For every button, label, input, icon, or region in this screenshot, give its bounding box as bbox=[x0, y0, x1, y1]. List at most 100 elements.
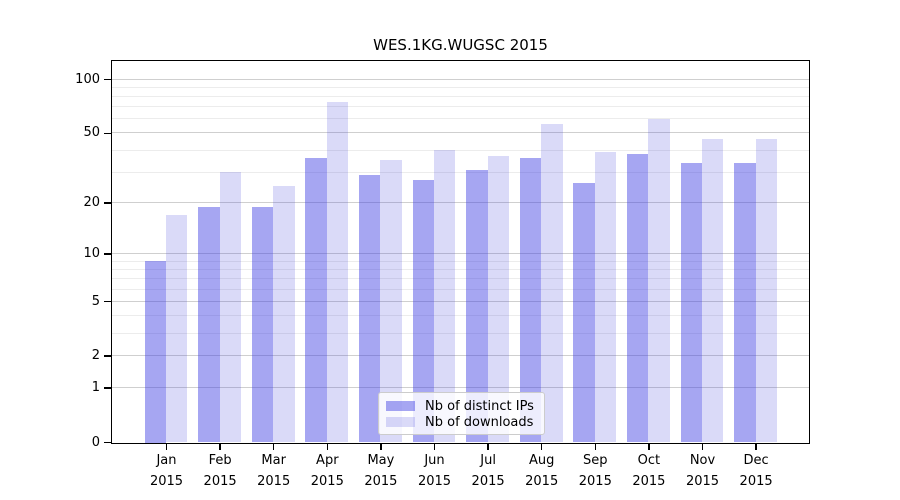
gridline-y-80 bbox=[111, 96, 809, 98]
x-tick-label-year: 2015 bbox=[471, 473, 505, 489]
x-tick-label-month: Jun bbox=[424, 453, 445, 468]
x-tick-oct bbox=[648, 443, 650, 450]
gridline-y-9 bbox=[111, 260, 809, 262]
y-axis-tick-marks bbox=[104, 61, 112, 444]
bar-nb-of-downloads-jun bbox=[434, 150, 456, 443]
y-tick-0 bbox=[104, 441, 112, 444]
x-tick-jul bbox=[487, 443, 489, 450]
bar-nb-of-distinct-ips-aug bbox=[519, 158, 542, 443]
y-tick-label-20: 20 bbox=[83, 195, 100, 211]
x-tick-apr bbox=[326, 443, 329, 450]
x-tick-label-jul: Jul 2015 bbox=[456, 451, 520, 492]
y-tick-label-10: 10 bbox=[83, 246, 100, 261]
bar-nb-of-downloads-jul bbox=[487, 156, 509, 443]
x-tick-label-month: Jul bbox=[480, 453, 496, 468]
gridline-y-100 bbox=[111, 78, 809, 80]
x-tick-may bbox=[380, 443, 382, 450]
y-tick-20 bbox=[104, 202, 112, 204]
x-tick-label-year: 2015 bbox=[632, 473, 666, 489]
x-tick-label-year: 2015 bbox=[578, 473, 612, 489]
gridline-y-6 bbox=[111, 288, 809, 290]
x-tick-label-month: Apr bbox=[316, 453, 339, 468]
x-tick-jan bbox=[165, 443, 168, 450]
x-tick-jun bbox=[433, 443, 436, 450]
x-axis-tick-marks bbox=[112, 443, 809, 451]
gridline-y-50 bbox=[111, 132, 809, 134]
x-tick-label-sep: Sep 2015 bbox=[563, 451, 627, 492]
bar-nb-of-distinct-ips-oct bbox=[627, 154, 649, 443]
legend: Nb of distinct IPs Nb of downloads bbox=[378, 392, 545, 435]
x-tick-label-month: Jan bbox=[156, 453, 177, 468]
y-tick-label-2: 2 bbox=[91, 348, 100, 364]
bar-nb-of-downloads-nov bbox=[702, 139, 724, 443]
gridline-y-30 bbox=[111, 171, 809, 173]
x-tick-label-aug: Aug 2015 bbox=[510, 451, 574, 492]
bar-nb-of-downloads-feb bbox=[219, 172, 241, 443]
x-tick-label-year: 2015 bbox=[525, 473, 559, 489]
bar-nb-of-downloads-sep bbox=[594, 152, 617, 443]
gridline-y-3 bbox=[111, 332, 809, 334]
y-tick-50 bbox=[104, 132, 112, 135]
bar-nb-of-distinct-ips-feb bbox=[198, 206, 220, 443]
x-tick-nov bbox=[701, 443, 704, 450]
x-tick-label-month: Nov bbox=[689, 453, 716, 468]
legend-row-distinct-ips: Nb of distinct IPs bbox=[386, 398, 536, 414]
y-tick-label-100: 100 bbox=[75, 71, 100, 87]
x-tick-feb bbox=[219, 443, 221, 450]
x-tick-label-feb: Feb 2015 bbox=[188, 451, 252, 492]
bar-nb-of-downloads-mar bbox=[273, 185, 295, 443]
y-tick-10 bbox=[104, 253, 112, 255]
x-tick-label-year: 2015 bbox=[257, 473, 291, 489]
x-tick-label-year: 2015 bbox=[149, 473, 184, 489]
x-tick-label-year: 2015 bbox=[310, 473, 344, 489]
legend-label-distinct-ips: Nb of distinct IPs bbox=[425, 398, 534, 414]
x-tick-label-year: 2015 bbox=[203, 473, 237, 489]
x-tick-label-may: May 2015 bbox=[349, 451, 413, 492]
y-tick-label-50: 50 bbox=[83, 125, 100, 141]
y-tick-100 bbox=[104, 78, 112, 81]
bar-nb-of-distinct-ips-nov bbox=[680, 162, 702, 443]
x-tick-label-year: 2015 bbox=[685, 473, 720, 489]
x-tick-label-month: Oct bbox=[637, 453, 661, 468]
gridline-y-40 bbox=[111, 149, 809, 151]
x-tick-label-jan: Jan 2015 bbox=[135, 451, 199, 492]
x-tick-label-year: 2015 bbox=[364, 473, 398, 489]
legend-swatch-downloads bbox=[386, 417, 415, 427]
x-tick-label-year: 2015 bbox=[417, 473, 452, 489]
y-axis-tick-labels: 0 1 2 5 10 20 50 100 bbox=[0, 61, 100, 450]
x-tick-dec bbox=[755, 443, 757, 450]
bar-nb-of-downloads-aug bbox=[541, 124, 563, 443]
gridline-y-20 bbox=[111, 202, 809, 204]
gridline-y-90 bbox=[111, 86, 809, 88]
x-tick-sep bbox=[594, 443, 597, 450]
x-tick-label-apr: Apr 2015 bbox=[295, 451, 359, 492]
y-tick-1 bbox=[104, 387, 112, 389]
gridline-y-60 bbox=[111, 118, 809, 120]
gridline-y-7 bbox=[111, 278, 809, 280]
x-tick-label-month: Sep bbox=[583, 453, 608, 468]
gridline-y-5 bbox=[111, 300, 809, 302]
x-tick-label-month: Feb bbox=[208, 453, 232, 468]
bar-nb-of-downloads-apr bbox=[326, 101, 349, 443]
x-tick-label-month: Dec bbox=[743, 453, 769, 468]
x-tick-label-mar: Mar 2015 bbox=[242, 451, 306, 492]
y-tick-2 bbox=[104, 355, 112, 357]
x-tick-label-month: May bbox=[367, 453, 395, 468]
bar-nb-of-distinct-ips-apr bbox=[305, 158, 327, 443]
gridline-y-10 bbox=[111, 253, 809, 254]
chart-title: WES.1KG.WUGSC 2015 bbox=[373, 36, 548, 54]
gridline-y-70 bbox=[111, 106, 809, 108]
x-tick-label-nov: Nov 2015 bbox=[671, 451, 735, 492]
bar-nb-of-distinct-ips-sep bbox=[573, 182, 595, 443]
bar-nb-of-downloads-oct bbox=[648, 118, 670, 443]
bar-nb-of-distinct-ips-jan bbox=[144, 261, 166, 443]
bar-nb-of-distinct-ips-dec bbox=[734, 162, 756, 443]
y-tick-label-1: 1 bbox=[91, 380, 100, 395]
x-tick-label-month: Aug bbox=[528, 453, 555, 468]
bar-nb-of-distinct-ips-jun bbox=[412, 180, 434, 443]
x-tick-label-jun: Jun 2015 bbox=[403, 451, 467, 492]
bar-nb-of-distinct-ips-jul bbox=[466, 169, 488, 443]
gridline-y-1 bbox=[111, 387, 809, 388]
bar-nb-of-downloads-may bbox=[380, 160, 402, 443]
